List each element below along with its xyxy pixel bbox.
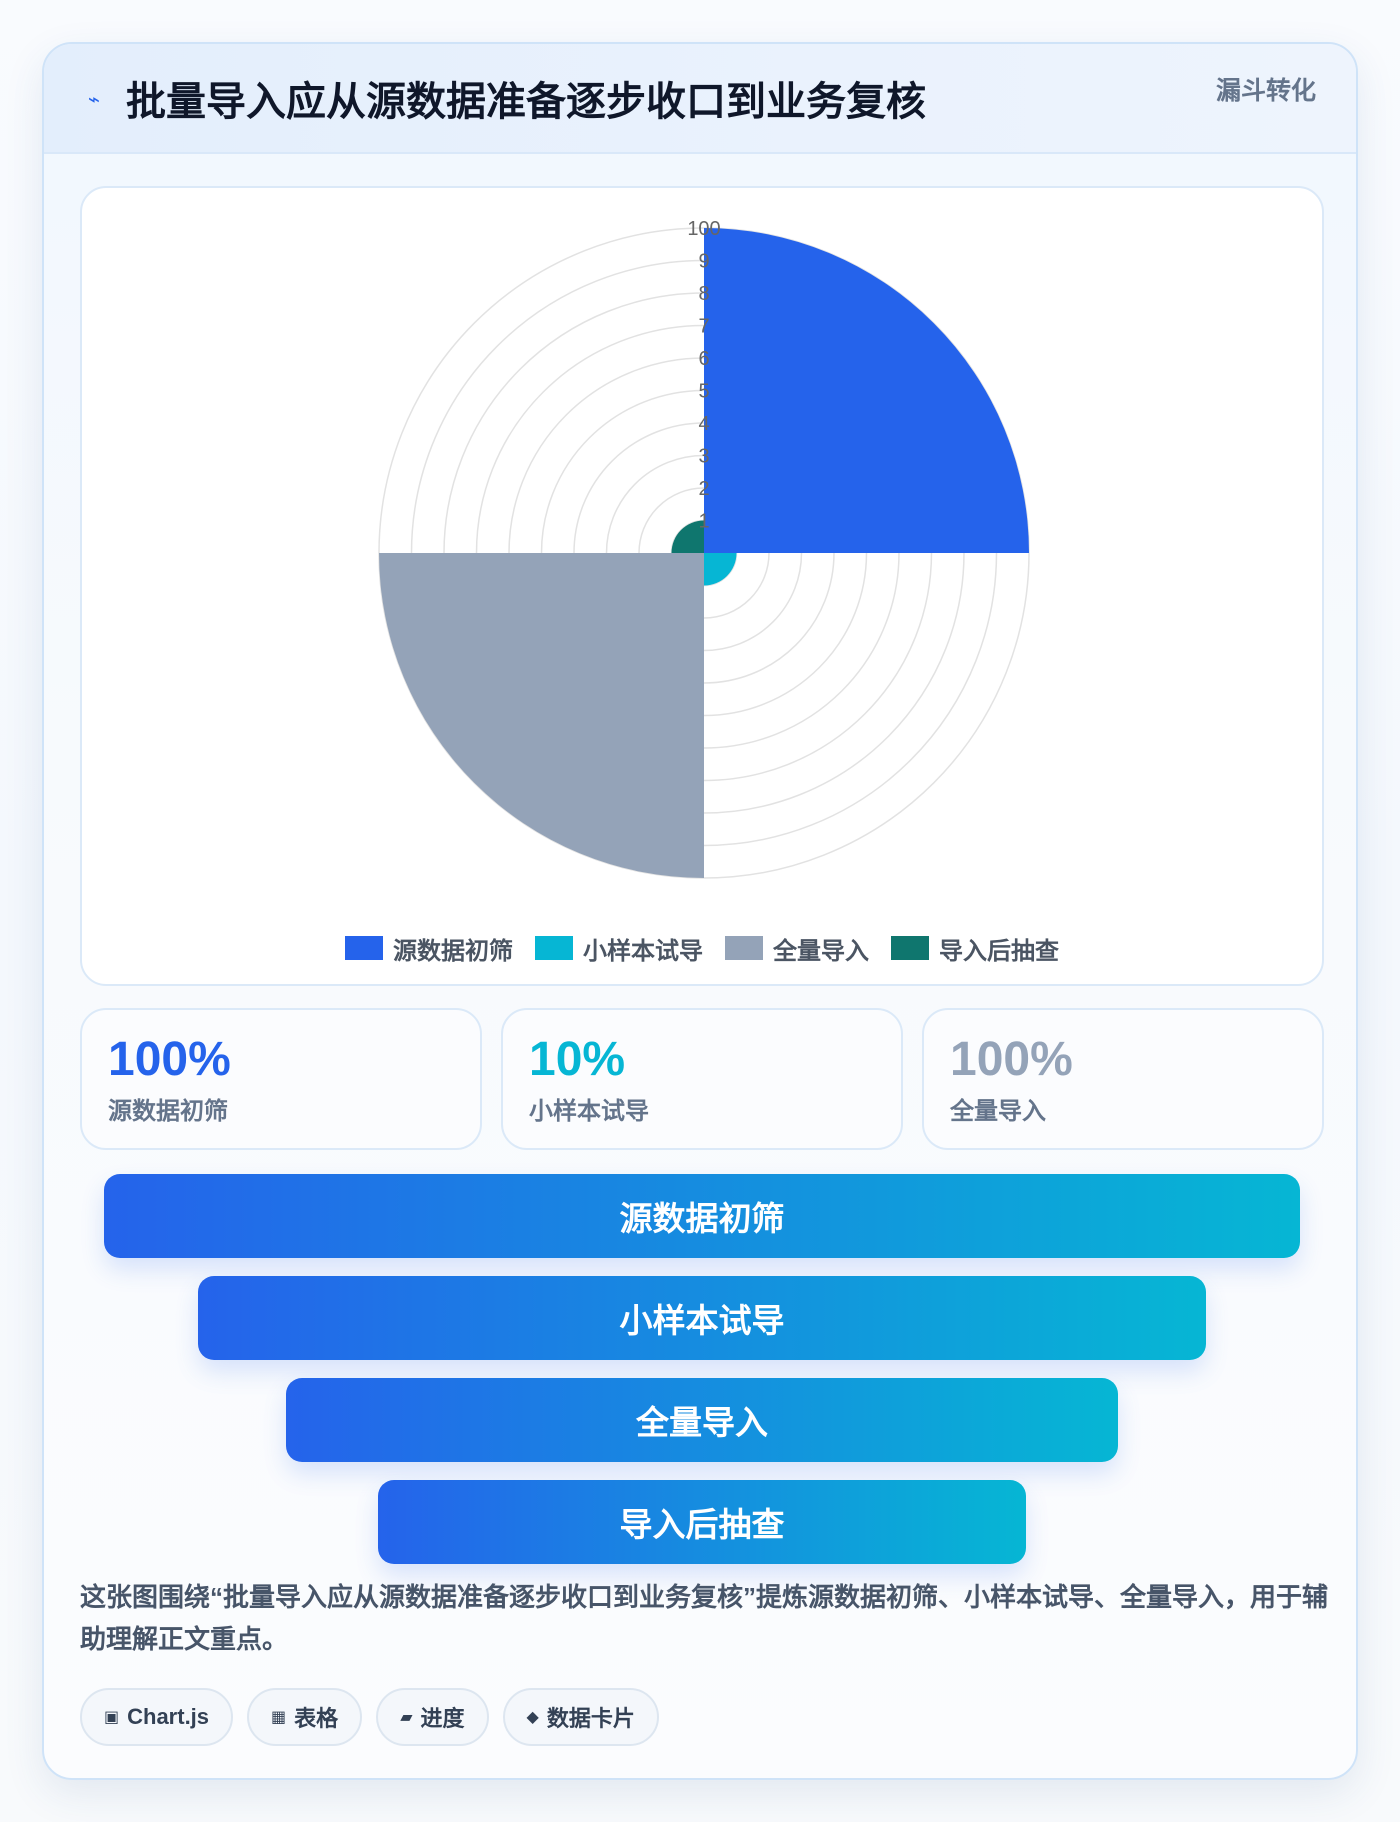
radial-tick-label: 1 [698,511,709,533]
radial-tick-label: 6 [698,348,709,370]
polar-area-chart: 1 2 3 4 5 6 7 8 9 100 [378,218,1030,879]
radial-tick-label: 100 [687,218,720,240]
chip-label: 进度 [420,1706,465,1731]
stat-label: 源数据初筛 [108,1098,228,1125]
legend-swatch [725,936,763,960]
chip-label: 数据卡片 [546,1706,635,1731]
radial-tick-label: 2 [698,478,709,500]
chart-icon: ▣ [104,1709,120,1726]
stat-label: 小样本试导 [529,1098,649,1125]
stat-value: 100% [950,1033,1073,1086]
lightning-icon: ⌁ [87,89,101,111]
chip-progress[interactable]: ▰ 进度 [376,1688,489,1746]
radial-tick-label: 3 [698,446,709,468]
funnel-stage-1: 源数据初筛 [104,1174,1300,1258]
legend-swatch [345,936,383,960]
chip-data-card[interactable]: ◆ 数据卡片 [502,1688,659,1746]
progress-icon: ▰ [400,1709,413,1726]
card-header: ⌁ 批量导入应从源数据准备逐步收口到业务复核 漏斗转化 [44,44,1356,154]
legend-label: 小样本试导 [583,937,703,965]
stat-card-2: 10% 小样本试导 [501,1008,903,1150]
chart-card: ⌁ 批量导入应从源数据准备逐步收口到业务复核 漏斗转化 1 2 3 4 5 6 7 8 9 100… [42,42,1358,1780]
chart-description: 这张图围绕“批量导入应从源数据准备逐步收口到业务复核”提炼源数据初筛、小样本试导… [80,1582,1329,1654]
card-title: 批量导入应从源数据准备逐步收口到业务复核 [126,80,926,124]
table-icon: ▦ [271,1709,287,1726]
legend-label: 全量导入 [773,937,869,965]
chip-table[interactable]: ▦ 表格 [247,1688,363,1746]
chip-chartjs[interactable]: ▣ Chart.js [80,1688,234,1746]
legend-item[interactable]: 源数据初筛 [345,931,513,966]
polar-sector[interactable] [704,553,737,586]
radial-tick-label: 5 [698,381,709,403]
polar-sector[interactable] [671,520,705,554]
chart-type-tag: 漏斗转化 [1215,77,1316,105]
chart-panel: 1 2 3 4 5 6 7 8 9 100 源数据初筛 小样本试导 全量导入 导入后抽查 [80,186,1324,986]
radial-tick-label: 9 [698,251,709,273]
radial-tick-label: 8 [698,283,709,305]
funnel-stage-2: 小样本试导 [198,1276,1206,1360]
stat-card-1: 100% 源数据初筛 [80,1008,482,1150]
polar-sector[interactable] [379,553,704,878]
chip-label: 表格 [294,1706,339,1731]
legend-label: 导入后抽查 [939,937,1059,965]
legend-item[interactable]: 小样本试导 [535,931,703,966]
stat-value: 10% [529,1033,626,1086]
legend-label: 源数据初筛 [393,937,513,965]
legend-swatch [891,936,929,960]
radial-tick-label: 4 [698,413,709,435]
data-card-icon: ◆ [526,1709,539,1726]
legend-item[interactable]: 全量导入 [725,931,869,966]
polar-sector[interactable] [704,228,1029,553]
chart-legend: 源数据初筛 小样本试导 全量导入 导入后抽查 [82,930,1322,966]
funnel-stage-4: 导入后抽查 [378,1480,1026,1564]
legend-item[interactable]: 导入后抽查 [891,931,1059,966]
funnel-stage-3: 全量导入 [286,1378,1118,1462]
chip-label: Chart.js [127,1704,210,1729]
tech-chips: ▣ Chart.js ▦ 表格 ▰ 进度 ◆ 数据卡片 [80,1688,659,1746]
legend-swatch [535,936,573,960]
stat-value: 100% [108,1033,231,1086]
stat-label: 全量导入 [950,1098,1046,1125]
stat-card-3: 100% 全量导入 [922,1008,1324,1150]
radial-tick-label: 7 [698,316,709,338]
